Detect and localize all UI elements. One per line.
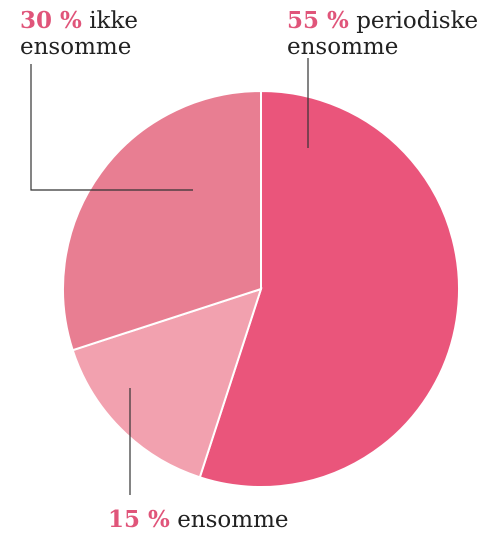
slice-text-line1: periodiske — [356, 8, 479, 34]
slice-text-line2: ensomme — [287, 34, 399, 60]
slice-label-periodiske-ensomme: 55 % periodiske ensomme — [287, 7, 479, 61]
pie-slice-periodiske-ensomme — [198, 89, 460, 488]
slice-percent: 15 % — [108, 506, 170, 533]
leader-lines — [30, 58, 309, 495]
slice-text-line1: ensomme — [177, 507, 289, 533]
slice-label-ikke-ensomme: 30 % ikke ensomme — [20, 7, 139, 61]
leader-line-ikke-ensomme — [30, 64, 193, 191]
pie-slices — [62, 89, 460, 488]
slice-percent: 30 % — [20, 7, 82, 34]
slice-text-line2: ensomme — [20, 34, 132, 60]
pie-slice-ikke-ensomme — [62, 89, 262, 352]
pie-slice-ensomme — [71, 287, 263, 479]
slice-percent: 55 % — [287, 7, 349, 34]
slice-text-line1: ikke — [89, 8, 139, 34]
slice-label-ensomme: 15 % ensomme — [108, 506, 289, 534]
